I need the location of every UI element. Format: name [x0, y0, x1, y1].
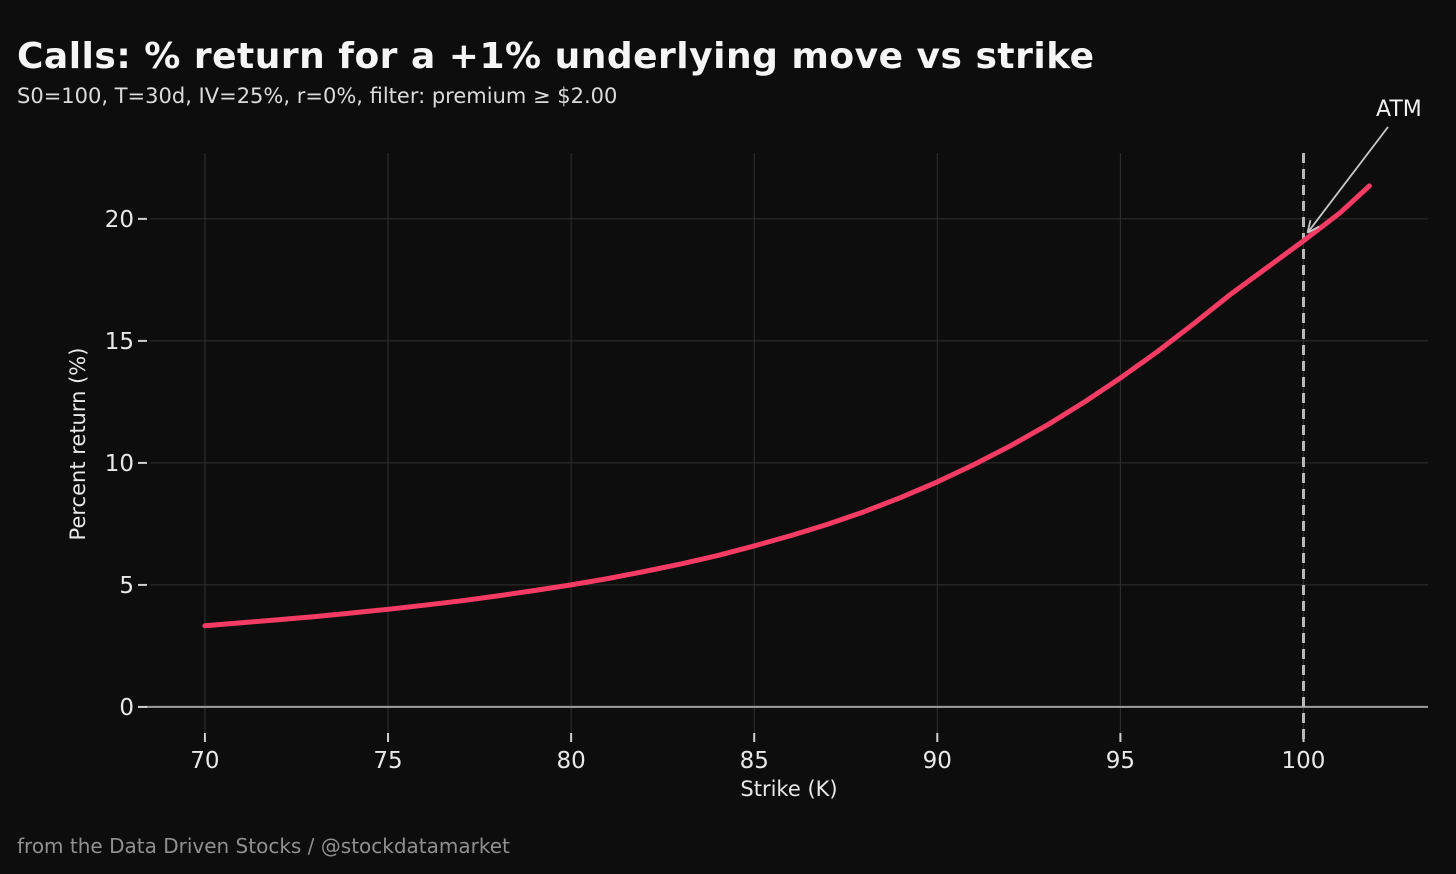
- x-tick-label: 95: [1106, 748, 1135, 774]
- x-tick-label: 75: [373, 748, 402, 774]
- y-axis-label: Percent return (%): [66, 347, 90, 541]
- x-tick-label: 80: [556, 748, 585, 774]
- x-tick-label: 100: [1282, 748, 1326, 774]
- x-axis-label: Strike (K): [740, 777, 838, 801]
- arrow-head: [1307, 225, 1320, 234]
- y-tick-labels: 0 5 10 15 20: [105, 207, 134, 721]
- atm-annotation-arrow: [1306, 126, 1389, 234]
- chart-subtitle: S0=100, T=30d, IV=25%, r=0%, filter: pre…: [17, 84, 618, 108]
- return-curve: [202, 183, 1372, 629]
- y-tick-label: 5: [119, 573, 134, 599]
- x-tick-labels: 70 75 80 85 90 95 100: [190, 748, 1325, 774]
- y-tick-label: 20: [105, 207, 134, 233]
- axis-tick-marks: [138, 217, 1305, 742]
- y-tick-label: 15: [105, 329, 134, 355]
- footer-credit: from the Data Driven Stocks / @stockdata…: [17, 834, 510, 858]
- series-line: [202, 183, 1372, 629]
- y-tick-label: 0: [119, 695, 134, 721]
- arrow-shaft: [1306, 126, 1389, 234]
- atm-annotation-label: ATM: [1376, 97, 1422, 122]
- gridlines: [150, 153, 1428, 735]
- chart-title: Calls: % return for a +1% underlying mov…: [17, 36, 1095, 77]
- y-tick-label: 10: [105, 451, 134, 477]
- x-tick-label: 70: [190, 748, 219, 774]
- arrow-head: [1306, 219, 1312, 234]
- x-tick-label: 85: [740, 748, 769, 774]
- x-tick-label: 90: [923, 748, 952, 774]
